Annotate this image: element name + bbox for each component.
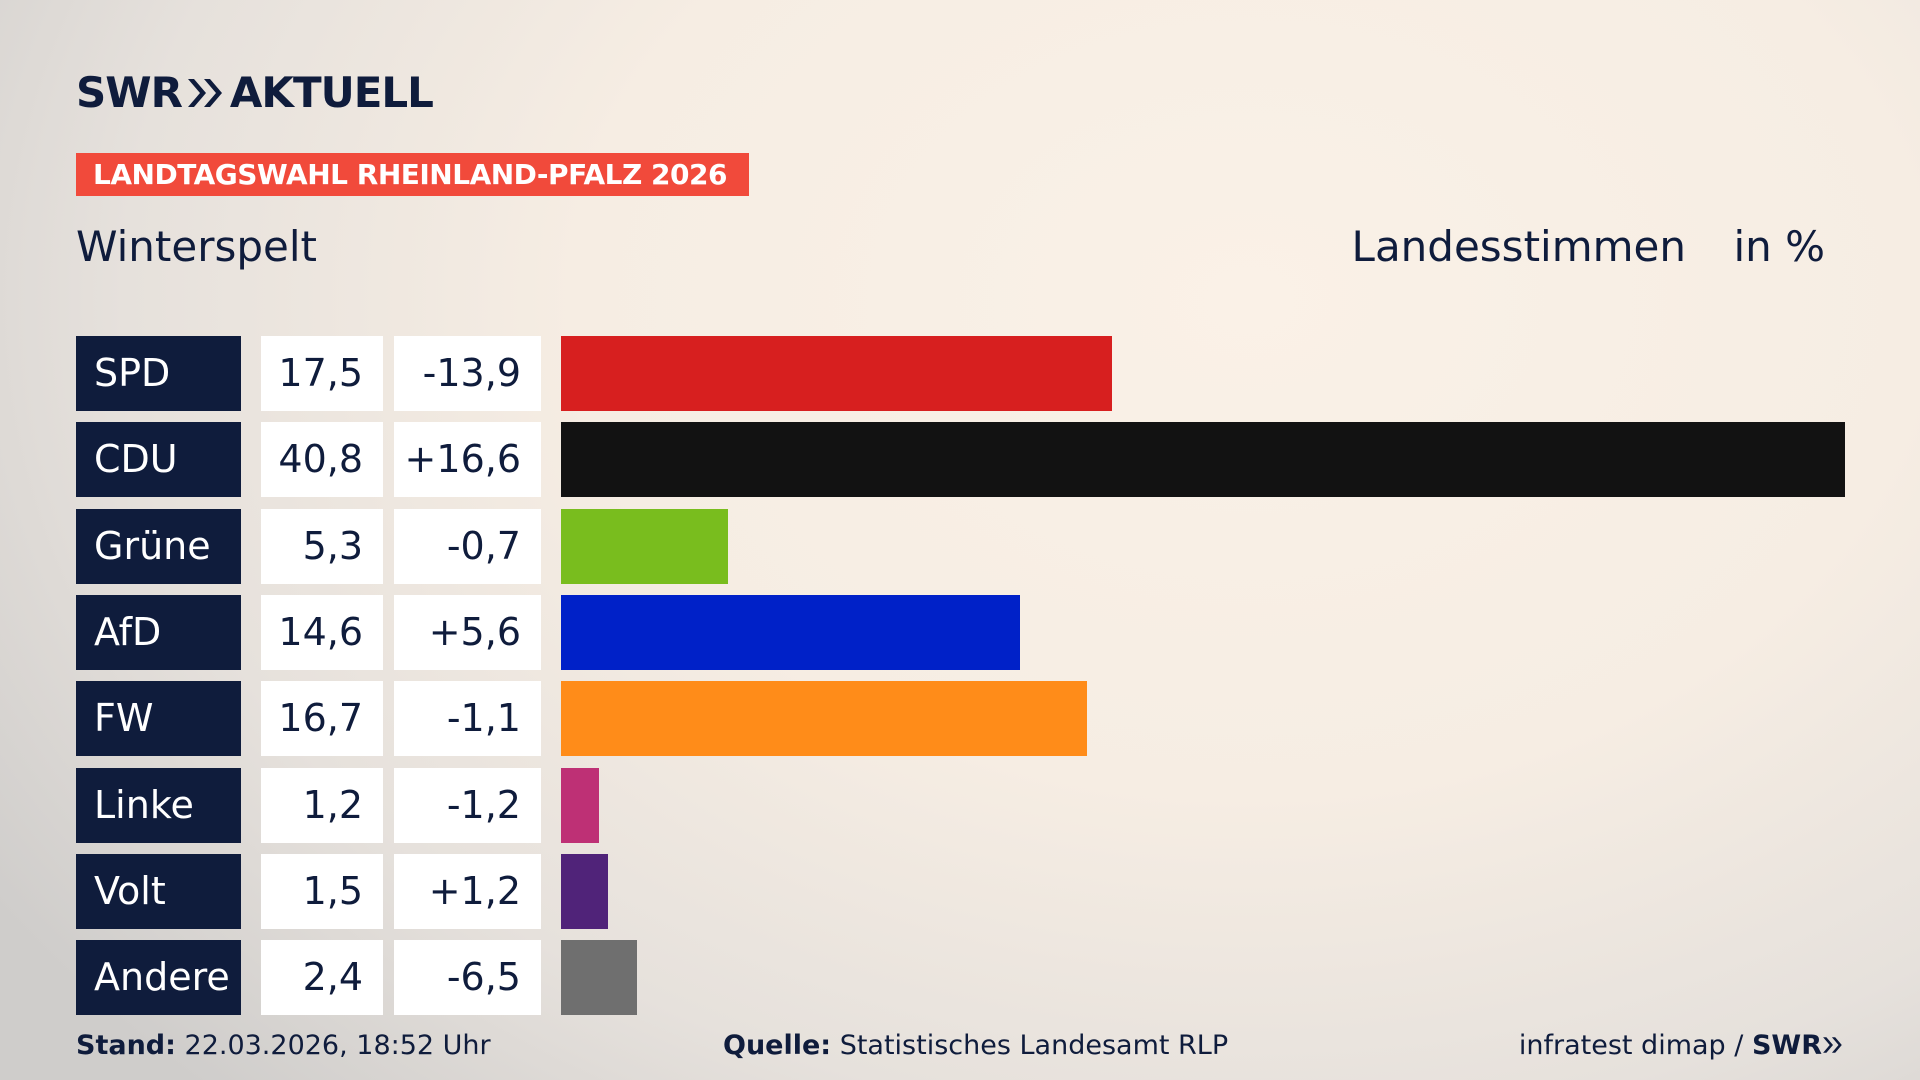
value-label: 16,7	[261, 681, 383, 757]
footer-credit: infratest dimap / SWR	[1519, 1030, 1844, 1061]
value-label: 5,3	[261, 508, 383, 584]
footer-date: Stand: 22.03.2026, 18:52 Uhr	[76, 1030, 491, 1061]
change-label: +1,2	[394, 853, 541, 929]
unit-label: in %	[1733, 222, 1825, 271]
party-label: AfD	[76, 594, 241, 670]
party-label: SPD	[76, 336, 241, 411]
credit-logo: SWR	[1751, 1030, 1822, 1061]
logo-suffix: AKTUELL	[229, 68, 434, 117]
party-label: Grüne	[76, 508, 241, 584]
bar	[561, 336, 1112, 411]
date-label: Stand:	[76, 1030, 176, 1061]
source-value: Statistisches Landesamt RLP	[839, 1030, 1229, 1061]
election-tag: LANDTAGSWAHL RHEINLAND-PFALZ 2026	[76, 153, 749, 196]
value-label: 2,4	[261, 940, 383, 1016]
value-label: 14,6	[261, 594, 383, 670]
bar	[561, 940, 637, 1016]
date-value: 22.03.2026, 18:52 Uhr	[184, 1030, 491, 1061]
source-label: Quelle:	[723, 1030, 832, 1061]
party-label: FW	[76, 681, 241, 757]
change-label: -0,7	[394, 508, 541, 584]
change-label: -1,2	[394, 767, 541, 843]
bar	[561, 853, 609, 929]
footer-source: Quelle: Statistisches Landesamt RLP	[723, 1030, 1228, 1061]
change-label: -13,9	[394, 336, 541, 411]
logo: SWR AKTUELL	[76, 68, 434, 117]
value-label: 1,2	[261, 767, 383, 843]
party-label: Volt	[76, 853, 241, 929]
chart-subtitle: Landesstimmen	[1351, 222, 1686, 271]
bar	[561, 681, 1087, 757]
credit-text: infratest dimap /	[1518, 1030, 1744, 1061]
value-label: 17,5	[261, 336, 383, 411]
change-label: +16,6	[394, 422, 541, 498]
bar	[561, 422, 1845, 498]
party-label: Linke	[76, 767, 241, 843]
value-label: 40,8	[261, 422, 383, 498]
bar	[561, 767, 599, 843]
chart-title: Winterspelt	[76, 222, 317, 271]
credit-chevrons	[1823, 1037, 1842, 1053]
bar	[561, 594, 1021, 670]
party-label: Andere	[76, 940, 241, 1016]
bar	[561, 508, 728, 584]
value-label: 1,5	[261, 853, 383, 929]
party-label: CDU	[76, 422, 241, 498]
logo-text: SWR	[76, 68, 183, 117]
change-label: +5,6	[394, 594, 541, 670]
logo-chevrons	[187, 79, 222, 107]
change-label: -6,5	[394, 940, 541, 1016]
change-label: -1,1	[394, 681, 541, 757]
